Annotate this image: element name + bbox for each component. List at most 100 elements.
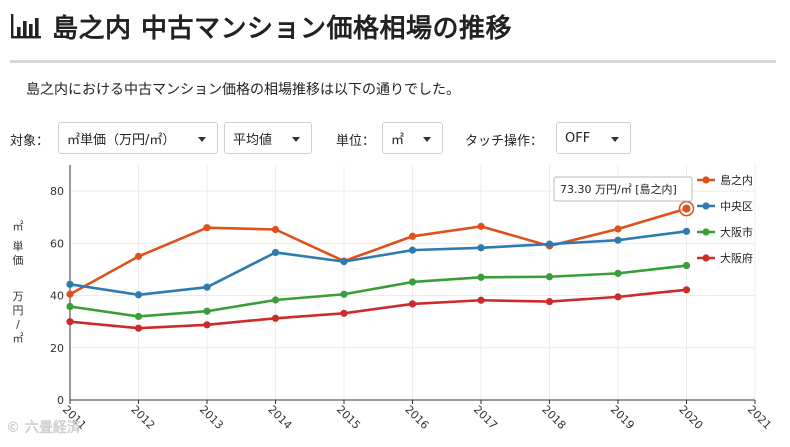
y-tick-label: 60 <box>50 237 64 250</box>
y-axis-label-mid-char: 単 <box>13 239 24 253</box>
title-row: 島之内 中古マンション価格相場の推移 <box>10 6 512 46</box>
data-point <box>66 280 74 288</box>
title-divider <box>10 60 776 63</box>
data-point <box>271 314 280 322</box>
x-tick-label: 2021 <box>745 403 774 432</box>
data-point <box>134 291 143 299</box>
data-point <box>203 307 211 315</box>
unit-label: 単位： <box>336 134 376 149</box>
chevron-down-icon <box>423 137 431 142</box>
data-point <box>134 252 143 260</box>
data-point <box>682 261 691 270</box>
data-point <box>271 225 280 234</box>
legend-marker <box>702 228 710 236</box>
y-tick-label: 40 <box>50 290 64 303</box>
target-select[interactable]: ㎡単価（万円/㎡） <box>58 122 218 154</box>
x-tick-label: 2012 <box>128 403 157 432</box>
x-tick-label: 2020 <box>676 403 705 432</box>
data-point <box>614 293 622 301</box>
page-title: 島之内 中古マンション価格相場の推移 <box>52 13 513 44</box>
legend-label: 中央区 <box>720 200 753 213</box>
data-point <box>477 296 485 304</box>
y-axis-label-top: ㎡ <box>13 220 24 233</box>
series-line <box>69 264 687 318</box>
x-tick-label: 2014 <box>265 403 294 432</box>
y-axis-label-bottom: 万円/㎡ <box>13 290 24 345</box>
x-tick-label: 2015 <box>334 403 363 432</box>
data-point <box>614 269 622 277</box>
data-point <box>340 258 348 266</box>
target-select-value: ㎡単価（万円/㎡） <box>67 132 176 148</box>
data-point <box>134 312 143 321</box>
unit-select-value: ㎡ <box>391 132 405 148</box>
data-point <box>682 227 691 235</box>
x-tick-label: 2017 <box>471 403 500 432</box>
y-tick-label: 80 <box>50 185 64 198</box>
data-point <box>477 273 485 281</box>
data-point <box>477 222 485 230</box>
chart-controls: 対象： ㎡単価（万円/㎡） 平均値 単位： ㎡ タッチ操作： OFF <box>10 122 780 156</box>
chart-area: 0 20 40 60 80 2011 2012 2013 2014 2015 2016 2017 201… <box>0 160 790 443</box>
legend-label: 大阪市 <box>720 225 753 239</box>
y-axis-label-bottom-char: / <box>16 318 20 331</box>
data-point <box>66 318 74 326</box>
tooltip: 73.30 万円/㎡ [島之内] <box>553 176 693 202</box>
unit-select[interactable]: ㎡ <box>382 122 443 154</box>
x-tick-label: 2013 <box>197 403 226 432</box>
y-tick-label: 20 <box>50 342 64 355</box>
legend-marker <box>702 176 710 184</box>
series-line <box>69 288 687 330</box>
y-axis-label-mid-char: 価 <box>13 254 24 267</box>
x-tick-label: 2018 <box>539 403 568 432</box>
target-label: 対象： <box>10 134 50 149</box>
bar-chart-icon <box>11 14 41 39</box>
chevron-down-icon <box>198 137 206 142</box>
data-point <box>408 232 417 240</box>
y-axis-label-mid: 単価 <box>13 239 24 267</box>
data-point <box>545 240 554 248</box>
data-point <box>545 273 554 281</box>
stat-select-value: 平均値 <box>233 132 273 148</box>
data-point <box>203 283 211 291</box>
data-point <box>614 225 622 233</box>
x-tick-label: 2019 <box>608 403 637 432</box>
tooltip-box <box>553 176 693 202</box>
touch-select[interactable]: OFF <box>556 122 631 154</box>
legend-marker <box>702 202 710 210</box>
y-axis-label-top-char: ㎡ <box>13 220 24 233</box>
data-point <box>134 324 143 332</box>
y-axis-label-bottom-char: ㎡ <box>13 332 24 345</box>
data-point <box>408 300 417 308</box>
data-point <box>477 244 485 252</box>
legend-marker <box>702 254 710 262</box>
y-tick-label: 0 <box>57 394 64 407</box>
data-point <box>408 278 417 286</box>
tooltip-text: 73.30 万円/㎡ [島之内] <box>560 182 677 196</box>
y-axis-label-bottom-char: 円 <box>13 304 24 317</box>
data-point <box>66 290 74 298</box>
legend-label: 大阪府 <box>720 251 753 265</box>
stat-select[interactable]: 平均値 <box>224 122 312 154</box>
legend-label: 島之内 <box>720 173 753 187</box>
data-point <box>203 224 211 232</box>
chevron-down-icon <box>292 137 300 142</box>
highlight-point <box>682 204 691 213</box>
data-point <box>271 248 280 257</box>
data-point <box>408 246 417 254</box>
watermark: © 六畳経済 <box>6 420 81 436</box>
intro-text: 島之内における中古マンション価格の相場推移は以下の通りでした。 <box>26 82 460 98</box>
data-point <box>545 297 554 306</box>
data-point <box>203 321 211 329</box>
touch-label: タッチ操作： <box>465 134 544 149</box>
chevron-down-icon <box>611 137 619 142</box>
data-point <box>340 290 348 298</box>
data-point <box>682 286 691 294</box>
touch-select-value: OFF <box>565 130 591 146</box>
data-point <box>66 302 74 311</box>
y-axis-label-bottom-char: 万 <box>13 290 24 303</box>
data-point <box>340 309 348 317</box>
series-line <box>69 207 687 296</box>
data-point <box>614 236 622 244</box>
series-line <box>69 230 687 297</box>
